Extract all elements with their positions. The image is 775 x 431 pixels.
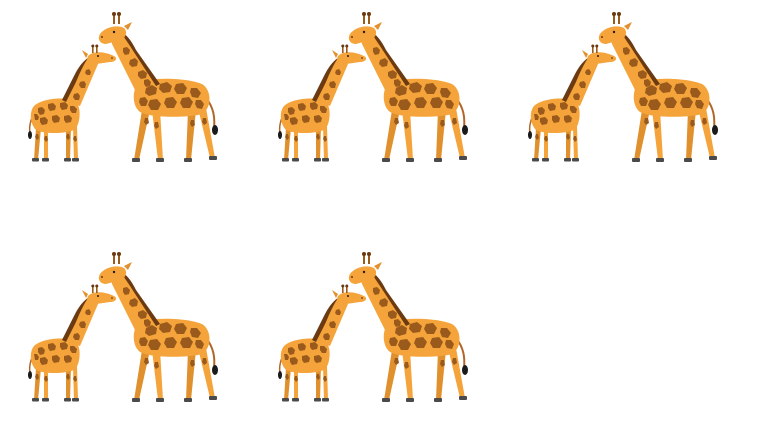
giraffe-pair-illustration bbox=[260, 10, 500, 170]
giraffe-pair-icon bbox=[510, 10, 750, 170]
giraffe-pair-icon bbox=[260, 250, 500, 410]
giraffe-pair-icon bbox=[10, 250, 250, 410]
giraffe-pair-illustration bbox=[10, 250, 250, 410]
giraffe-pair-illustration bbox=[10, 10, 250, 170]
giraffe-pair-illustration bbox=[510, 10, 750, 170]
giraffe-pair-icon bbox=[260, 10, 500, 170]
giraffe-pair-icon bbox=[10, 10, 250, 170]
giraffe-pair-illustration bbox=[260, 250, 500, 410]
